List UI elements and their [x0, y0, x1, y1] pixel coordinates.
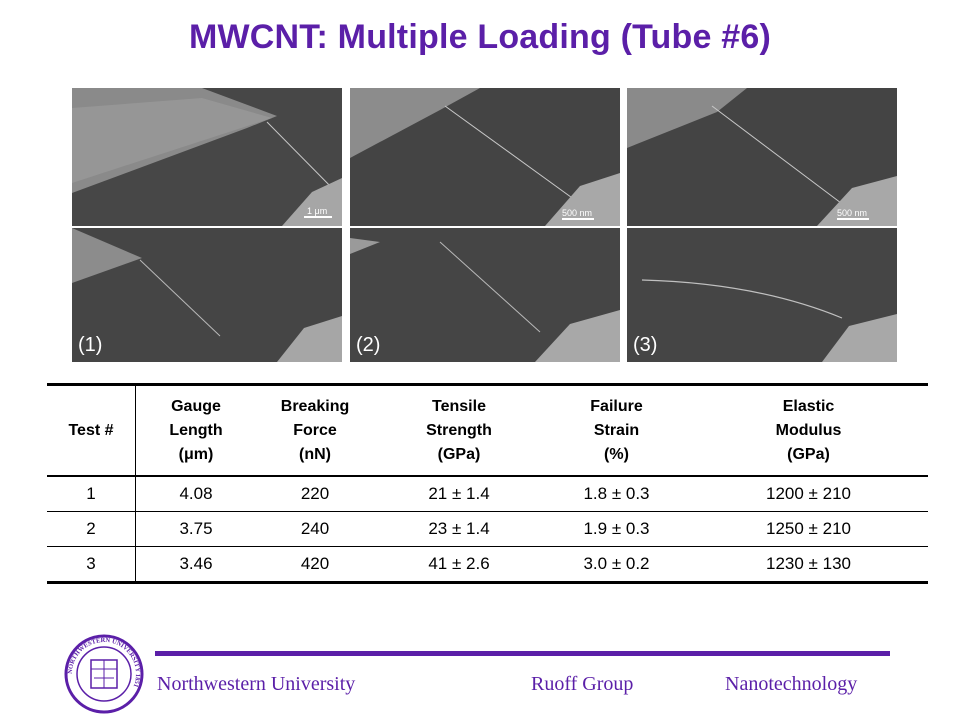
footer-university: Northwestern University	[157, 673, 356, 695]
header-line: Length	[169, 421, 223, 439]
header-line: Tensile	[432, 397, 486, 415]
table-header-row: Test # Gauge Length (μm) Breaking Force …	[47, 383, 928, 477]
cell-elastic-modulus: 1200 ± 210	[689, 476, 928, 512]
cell-elastic-modulus: 1250 ± 210	[689, 511, 928, 547]
panel-label-3: (3)	[633, 334, 658, 356]
cell-failure-strain: 1.8 ± 0.3	[544, 476, 689, 512]
cell-test-number: 1	[47, 476, 136, 512]
header-line: (GPa)	[437, 445, 481, 463]
header-line: (GPa)	[787, 445, 830, 463]
col-header-failure-strain: Failure Strain (%)	[544, 383, 689, 477]
cell-test-number: 2	[47, 511, 136, 547]
cell-tensile-strength: 41 ± 2.6	[374, 546, 544, 584]
scale-bar-label: 500 nm	[837, 208, 868, 218]
header-line: Strain	[593, 421, 640, 439]
header-line: (nN)	[299, 445, 331, 463]
panel-label-2: (2)	[356, 334, 381, 356]
cell-elastic-modulus: 1230 ± 130	[689, 546, 928, 584]
cell-breaking-force: 420	[256, 546, 374, 584]
col-header-test: Test #	[47, 383, 136, 477]
sem-image-3-top: 500 nm	[627, 88, 897, 226]
header-line: Failure	[590, 397, 643, 415]
cell-failure-strain: 3.0 ± 0.2	[544, 546, 689, 584]
panel-label-1: (1)	[78, 334, 103, 356]
footer-group: Ruoff Group	[531, 673, 634, 695]
table-row: 2 3.75 240 23 ± 1.4 1.9 ± 0.3 1250 ± 210	[47, 511, 928, 547]
footer-divider	[155, 651, 890, 656]
cell-tensile-strength: 23 ± 1.4	[374, 511, 544, 547]
sem-image-1-bottom: (1)	[72, 228, 342, 362]
cell-breaking-force: 240	[256, 511, 374, 547]
header-line: (%)	[604, 445, 629, 463]
cell-tensile-strength: 21 ± 1.4	[374, 476, 544, 512]
header-text: Test #	[68, 421, 114, 439]
col-header-elastic-modulus: Elastic Modulus (GPa)	[689, 383, 928, 477]
sem-image-2-top: 500 nm	[350, 88, 620, 226]
cell-failure-strain: 1.9 ± 0.3	[544, 511, 689, 547]
cell-gauge-length: 3.46	[135, 546, 256, 584]
header-line: Strength	[426, 421, 492, 439]
university-seal-logo: NORTHWESTERN UNIVERSITY 1851	[64, 634, 144, 714]
table-row: 1 4.08 220 21 ± 1.4 1.8 ± 0.3 1200 ± 210	[47, 476, 928, 512]
col-header-breaking-force: Breaking Force (nN)	[256, 383, 374, 477]
header-line: Force	[293, 421, 337, 439]
cell-test-number: 3	[47, 546, 136, 584]
slide-title: MWCNT: Multiple Loading (Tube #6)	[188, 18, 771, 56]
sem-image-3-bottom: (3)	[627, 228, 897, 362]
table-row: 3 3.46 420 41 ± 2.6 3.0 ± 0.2 1230 ± 130	[47, 546, 928, 584]
footer-field: Nanotechnology	[725, 673, 858, 695]
header-line: Breaking	[280, 397, 350, 415]
header-line: (μm)	[178, 445, 214, 463]
header-line: Elastic	[782, 397, 835, 415]
scale-bar-label: 1 μm	[307, 206, 328, 216]
col-header-gauge-length: Gauge Length (μm)	[135, 383, 256, 477]
sem-image-2-bottom: (2)	[350, 228, 620, 362]
col-header-tensile-strength: Tensile Strength (GPa)	[374, 383, 544, 477]
header-line: Gauge	[171, 397, 221, 415]
cell-breaking-force: 220	[256, 476, 374, 512]
cell-gauge-length: 4.08	[135, 476, 256, 512]
cell-gauge-length: 3.75	[135, 511, 256, 547]
header-line: Modulus	[775, 421, 842, 439]
scale-bar-label: 500 nm	[562, 208, 593, 218]
results-table: Test # Gauge Length (μm) Breaking Force …	[47, 383, 928, 584]
sem-image-1-top: 1 μm	[72, 88, 342, 226]
